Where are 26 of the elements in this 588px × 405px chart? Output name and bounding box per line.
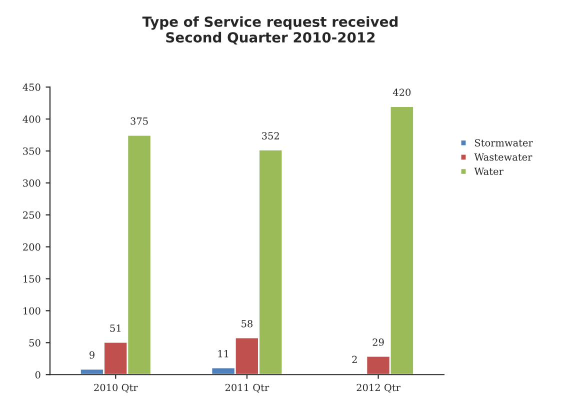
data-label: 9 xyxy=(90,351,94,359)
data-label: 2 xyxy=(352,356,357,363)
y-tick-label: 300 xyxy=(23,179,40,187)
y-tick-label: 150 xyxy=(24,275,40,283)
y-tick-label: 250 xyxy=(23,211,40,219)
y-tick-label: 350 xyxy=(23,147,40,155)
legend-label: Stormwater xyxy=(475,139,533,146)
y-tick-label: 400 xyxy=(22,116,40,123)
chart-title: Type of Service request received Second Quarter 2010-2012 xyxy=(142,16,398,44)
y-tick-label: 50 xyxy=(29,339,40,347)
y-tick-label: 100 xyxy=(24,307,40,315)
data-label: 11 xyxy=(218,350,228,358)
data-label: 352 xyxy=(262,132,279,140)
legend-label: Water xyxy=(474,168,504,176)
x-tick-label: 2012 Qtr xyxy=(356,384,400,393)
data-label: 29 xyxy=(372,338,384,346)
data-label: 375 xyxy=(130,117,148,125)
y-tick-label: 0 xyxy=(35,371,40,378)
x-tick-label: 2010 Qtr xyxy=(94,384,138,393)
y-tick-label: 450 xyxy=(22,84,40,91)
data-label: 420 xyxy=(392,88,411,96)
y-tick-label: 200 xyxy=(23,243,40,251)
legend-label: Wastewater xyxy=(474,154,532,161)
data-label: 58 xyxy=(242,320,252,328)
data-label: 51 xyxy=(110,324,120,332)
x-tick-label: 2011 Qtr xyxy=(225,384,270,393)
